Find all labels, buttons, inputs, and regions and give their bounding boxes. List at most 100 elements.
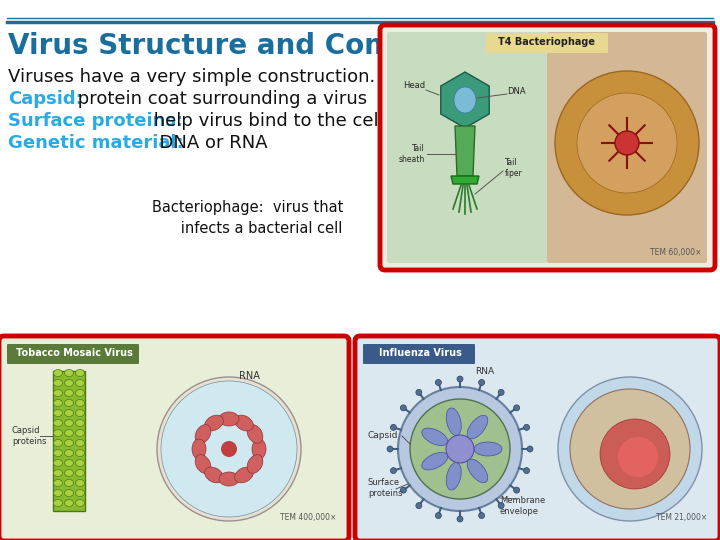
Ellipse shape (467, 415, 487, 439)
Ellipse shape (65, 469, 73, 476)
Text: TEM 60,000×: TEM 60,000× (650, 248, 702, 257)
Ellipse shape (76, 480, 84, 487)
Ellipse shape (204, 415, 223, 431)
Ellipse shape (53, 500, 63, 507)
Text: TEM 400,000×: TEM 400,000× (279, 513, 336, 522)
Circle shape (416, 503, 422, 509)
Text: TEM 21,000×: TEM 21,000× (656, 513, 707, 522)
FancyBboxPatch shape (363, 344, 475, 364)
Ellipse shape (65, 420, 73, 427)
Circle shape (436, 380, 441, 386)
Text: Genetic material:: Genetic material: (8, 134, 190, 152)
Text: RNA: RNA (475, 367, 494, 375)
Ellipse shape (204, 467, 223, 483)
Circle shape (577, 93, 677, 193)
Circle shape (457, 516, 463, 522)
Ellipse shape (76, 489, 84, 496)
Ellipse shape (247, 455, 263, 474)
Circle shape (416, 389, 422, 395)
Ellipse shape (65, 389, 73, 396)
FancyBboxPatch shape (0, 336, 349, 540)
Ellipse shape (76, 440, 84, 447)
Circle shape (513, 405, 520, 411)
FancyBboxPatch shape (387, 32, 547, 263)
Ellipse shape (65, 489, 73, 496)
Ellipse shape (446, 408, 462, 435)
Ellipse shape (76, 409, 84, 416)
FancyBboxPatch shape (486, 33, 608, 53)
Circle shape (398, 387, 522, 511)
Circle shape (457, 376, 463, 382)
Ellipse shape (76, 389, 84, 396)
Ellipse shape (192, 439, 206, 459)
Polygon shape (451, 176, 479, 184)
Circle shape (390, 424, 397, 430)
Text: RNA: RNA (239, 371, 260, 381)
Circle shape (523, 424, 530, 430)
Ellipse shape (53, 469, 63, 476)
Circle shape (479, 512, 485, 518)
Circle shape (618, 437, 658, 477)
Ellipse shape (76, 420, 84, 427)
Circle shape (446, 435, 474, 463)
Polygon shape (441, 72, 490, 128)
Ellipse shape (219, 412, 239, 426)
Circle shape (410, 399, 510, 499)
Text: DNA or RNA: DNA or RNA (148, 134, 268, 152)
Ellipse shape (422, 453, 448, 470)
FancyBboxPatch shape (547, 32, 707, 263)
Ellipse shape (235, 415, 253, 431)
Ellipse shape (76, 380, 84, 387)
Text: protein coat surrounding a virus: protein coat surrounding a virus (72, 90, 367, 108)
Text: Capsid:: Capsid: (8, 90, 83, 108)
Ellipse shape (65, 400, 73, 407)
Text: Capsid: Capsid (368, 431, 398, 441)
Ellipse shape (65, 440, 73, 447)
Circle shape (400, 487, 406, 493)
Circle shape (527, 446, 533, 452)
Ellipse shape (65, 369, 73, 376)
Ellipse shape (53, 449, 63, 456)
Ellipse shape (53, 440, 63, 447)
Circle shape (400, 405, 406, 411)
Ellipse shape (454, 87, 476, 113)
Ellipse shape (474, 442, 502, 456)
Ellipse shape (76, 500, 84, 507)
Circle shape (555, 71, 699, 215)
FancyBboxPatch shape (355, 336, 720, 540)
Text: DNA: DNA (507, 87, 526, 97)
Ellipse shape (53, 409, 63, 416)
Ellipse shape (53, 420, 63, 427)
Ellipse shape (219, 472, 239, 486)
Circle shape (558, 377, 702, 521)
Circle shape (479, 380, 485, 386)
Circle shape (498, 503, 504, 509)
FancyBboxPatch shape (7, 344, 139, 364)
Text: Bacteriophage:  virus that
      infects a bacterial cell: Bacteriophage: virus that infects a bact… (153, 200, 343, 236)
Text: Head: Head (403, 80, 425, 90)
Ellipse shape (76, 469, 84, 476)
Ellipse shape (76, 460, 84, 467)
Circle shape (387, 446, 393, 452)
Ellipse shape (76, 400, 84, 407)
Text: Surface proteins:: Surface proteins: (8, 112, 189, 130)
Ellipse shape (65, 460, 73, 467)
Ellipse shape (235, 467, 253, 483)
Ellipse shape (65, 500, 73, 507)
Circle shape (523, 468, 530, 474)
Polygon shape (53, 371, 85, 511)
Ellipse shape (53, 369, 63, 376)
Circle shape (513, 487, 520, 493)
Ellipse shape (195, 424, 211, 443)
Text: Virus Structure and Composition: Virus Structure and Composition (8, 32, 520, 60)
Ellipse shape (76, 449, 84, 456)
Text: Tail
sheath: Tail sheath (399, 144, 425, 164)
Ellipse shape (53, 460, 63, 467)
Circle shape (161, 381, 297, 517)
Ellipse shape (467, 459, 487, 483)
Circle shape (615, 131, 639, 155)
Ellipse shape (53, 400, 63, 407)
Text: T4 Bacteriophage: T4 Bacteriophage (498, 37, 595, 47)
Ellipse shape (53, 489, 63, 496)
Ellipse shape (65, 480, 73, 487)
